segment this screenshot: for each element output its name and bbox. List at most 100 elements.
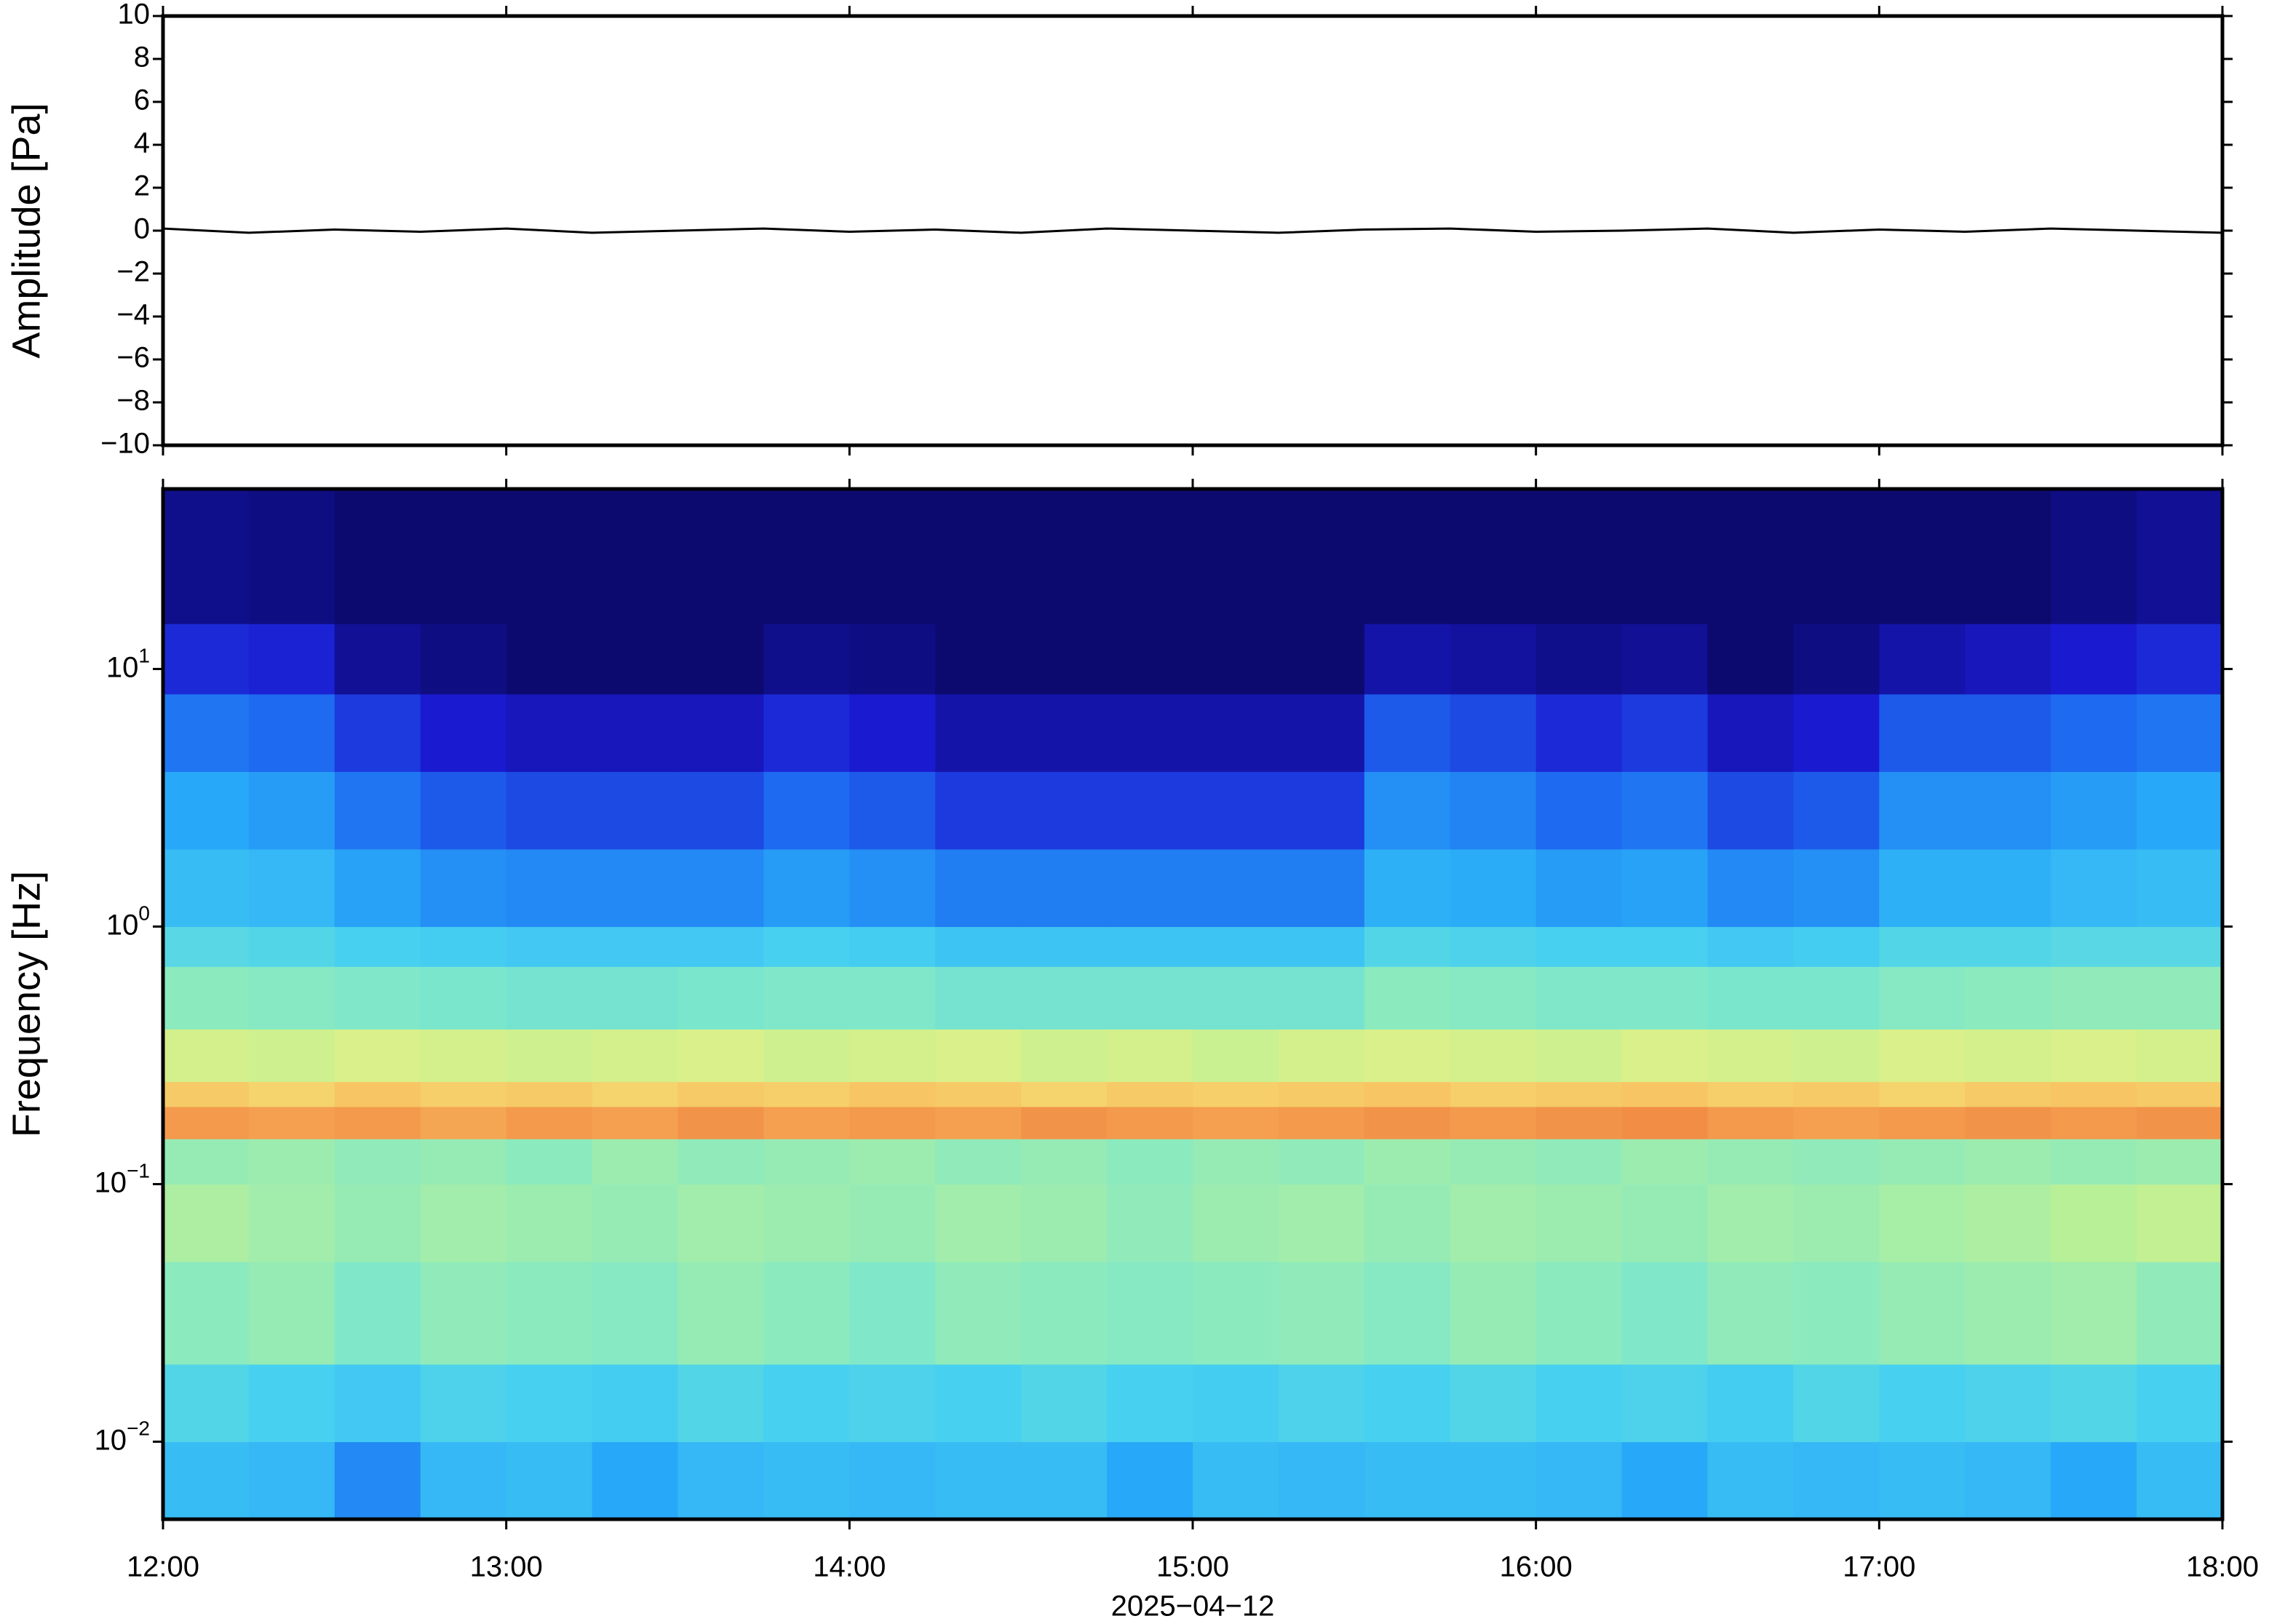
- heatmap-cell: [1879, 489, 1966, 624]
- heatmap-cell: [1707, 489, 1795, 624]
- heatmap-cell: [1879, 1029, 1966, 1083]
- heatmap-cell: [1107, 693, 1193, 772]
- heatmap-cell: [763, 848, 850, 928]
- y-axis-label: Amplitude [Pa]: [4, 103, 48, 358]
- heatmap-cell: [1793, 1081, 1880, 1107]
- y-axis-label: Frequency [Hz]: [4, 871, 48, 1137]
- heatmap-cell: [420, 771, 507, 850]
- heatmap-cell: [1107, 848, 1193, 928]
- heatmap-cell: [1707, 771, 1795, 850]
- heatmap-cell: [420, 1139, 507, 1185]
- heatmap-cell: [1879, 966, 1966, 1030]
- heatmap-cell: [1793, 1029, 1880, 1083]
- heatmap-cell: [1621, 1441, 1709, 1520]
- y-tick-label: −2: [116, 256, 150, 288]
- heatmap-cell: [763, 1441, 850, 1520]
- heatmap-cell: [1450, 1441, 1537, 1520]
- heatmap-cell: [2137, 1081, 2223, 1107]
- heatmap-cell: [1107, 966, 1193, 1030]
- heatmap-cell: [1364, 1139, 1451, 1185]
- heatmap-cell: [1107, 1364, 1193, 1443]
- heatmap-cell: [163, 1364, 250, 1443]
- heatmap-cell: [506, 1184, 593, 1262]
- heatmap-cell: [506, 1081, 593, 1107]
- heatmap-cell: [1278, 1441, 1365, 1520]
- heatmap-cell: [592, 693, 679, 772]
- heatmap-cell: [1535, 771, 1623, 850]
- heatmap-cell: [849, 848, 936, 928]
- heatmap-cell: [677, 1081, 765, 1107]
- heatmap-cell: [420, 1262, 507, 1365]
- heatmap-cell: [1621, 1184, 1709, 1262]
- heatmap-cell: [248, 1081, 335, 1107]
- heatmap-cell: [677, 771, 765, 850]
- heatmap-cell: [763, 1139, 850, 1185]
- heatmap-cell: [849, 1262, 936, 1365]
- heatmap-cell: [1621, 624, 1709, 695]
- heatmap-cell: [248, 1364, 335, 1443]
- heatmap-cell: [420, 1029, 507, 1083]
- heatmap-cell: [1021, 693, 1108, 772]
- heatmap-cell: [1107, 1029, 1193, 1083]
- heatmap-cell: [1278, 1139, 1365, 1185]
- heatmap-cell: [763, 771, 850, 850]
- heatmap-cell: [506, 1364, 593, 1443]
- heatmap-cell: [935, 1139, 1022, 1185]
- heatmap-cell: [1621, 848, 1709, 928]
- heatmap-cell: [1965, 1184, 2051, 1262]
- heatmap-cell: [1879, 1106, 1966, 1139]
- heatmap-cell: [248, 1184, 335, 1262]
- heatmap-cell: [592, 848, 679, 928]
- heatmap-cell: [677, 926, 765, 967]
- plot-area: [163, 489, 2223, 1520]
- heatmap-cell: [1535, 1081, 1623, 1107]
- heatmap-cell: [1879, 1139, 1966, 1185]
- heatmap-cell: [849, 1029, 936, 1083]
- heatmap-cell: [1879, 926, 1966, 967]
- heatmap-cell: [1193, 489, 1279, 624]
- heatmap-cell: [935, 1029, 1022, 1083]
- x-tick-label: 15:00: [1156, 1551, 1229, 1583]
- heatmap-cell: [1364, 1184, 1451, 1262]
- heatmap-cell: [2051, 771, 2137, 850]
- heatmap-cell: [592, 1106, 679, 1139]
- heatmap-cell: [1621, 1081, 1709, 1107]
- heatmap-cell: [2137, 693, 2223, 772]
- heatmap-cell: [677, 1139, 765, 1185]
- heatmap-cell: [1707, 1184, 1795, 1262]
- heatmap-cell: [1535, 1364, 1623, 1443]
- heatmap-cell: [334, 771, 421, 850]
- heatmap-cell: [1450, 926, 1537, 967]
- heatmap-cell: [420, 489, 507, 624]
- heatmap-cell: [1965, 848, 2051, 928]
- y-tick-label: 100: [106, 902, 150, 941]
- heatmap-cell: [2051, 1106, 2137, 1139]
- heatmap-cell: [1193, 1441, 1279, 1520]
- heatmap-cell: [1107, 1106, 1193, 1139]
- heatmap-cell: [1621, 1106, 1709, 1139]
- heatmap-cell: [1879, 1441, 1966, 1520]
- heatmap-cell: [1364, 1081, 1451, 1107]
- heatmap-cell: [1621, 966, 1709, 1030]
- heatmap-cell: [1107, 1139, 1193, 1185]
- heatmap-cell: [1193, 1184, 1279, 1262]
- heatmap-cell: [592, 1262, 679, 1365]
- y-tick-label: 10−1: [95, 1160, 150, 1198]
- heatmap-cell: [163, 926, 250, 967]
- heatmap-cell: [1535, 1262, 1623, 1365]
- heatmap-cell: [2137, 1139, 2223, 1185]
- heatmap-cell: [248, 771, 335, 850]
- heatmap-cell: [849, 1441, 936, 1520]
- heatmap-cell: [506, 966, 593, 1030]
- heatmap-cell: [1450, 1184, 1537, 1262]
- heatmap-cell: [1364, 489, 1451, 624]
- heatmap-cell: [1707, 1106, 1795, 1139]
- heatmap-cell: [1965, 1441, 2051, 1520]
- heatmap-cell: [506, 771, 593, 850]
- heatmap-cell: [1193, 966, 1279, 1030]
- heatmap-cell: [1793, 693, 1880, 772]
- heatmap-cell: [420, 966, 507, 1030]
- heatmap-cell: [1021, 771, 1108, 850]
- heatmap-cell: [1535, 966, 1623, 1030]
